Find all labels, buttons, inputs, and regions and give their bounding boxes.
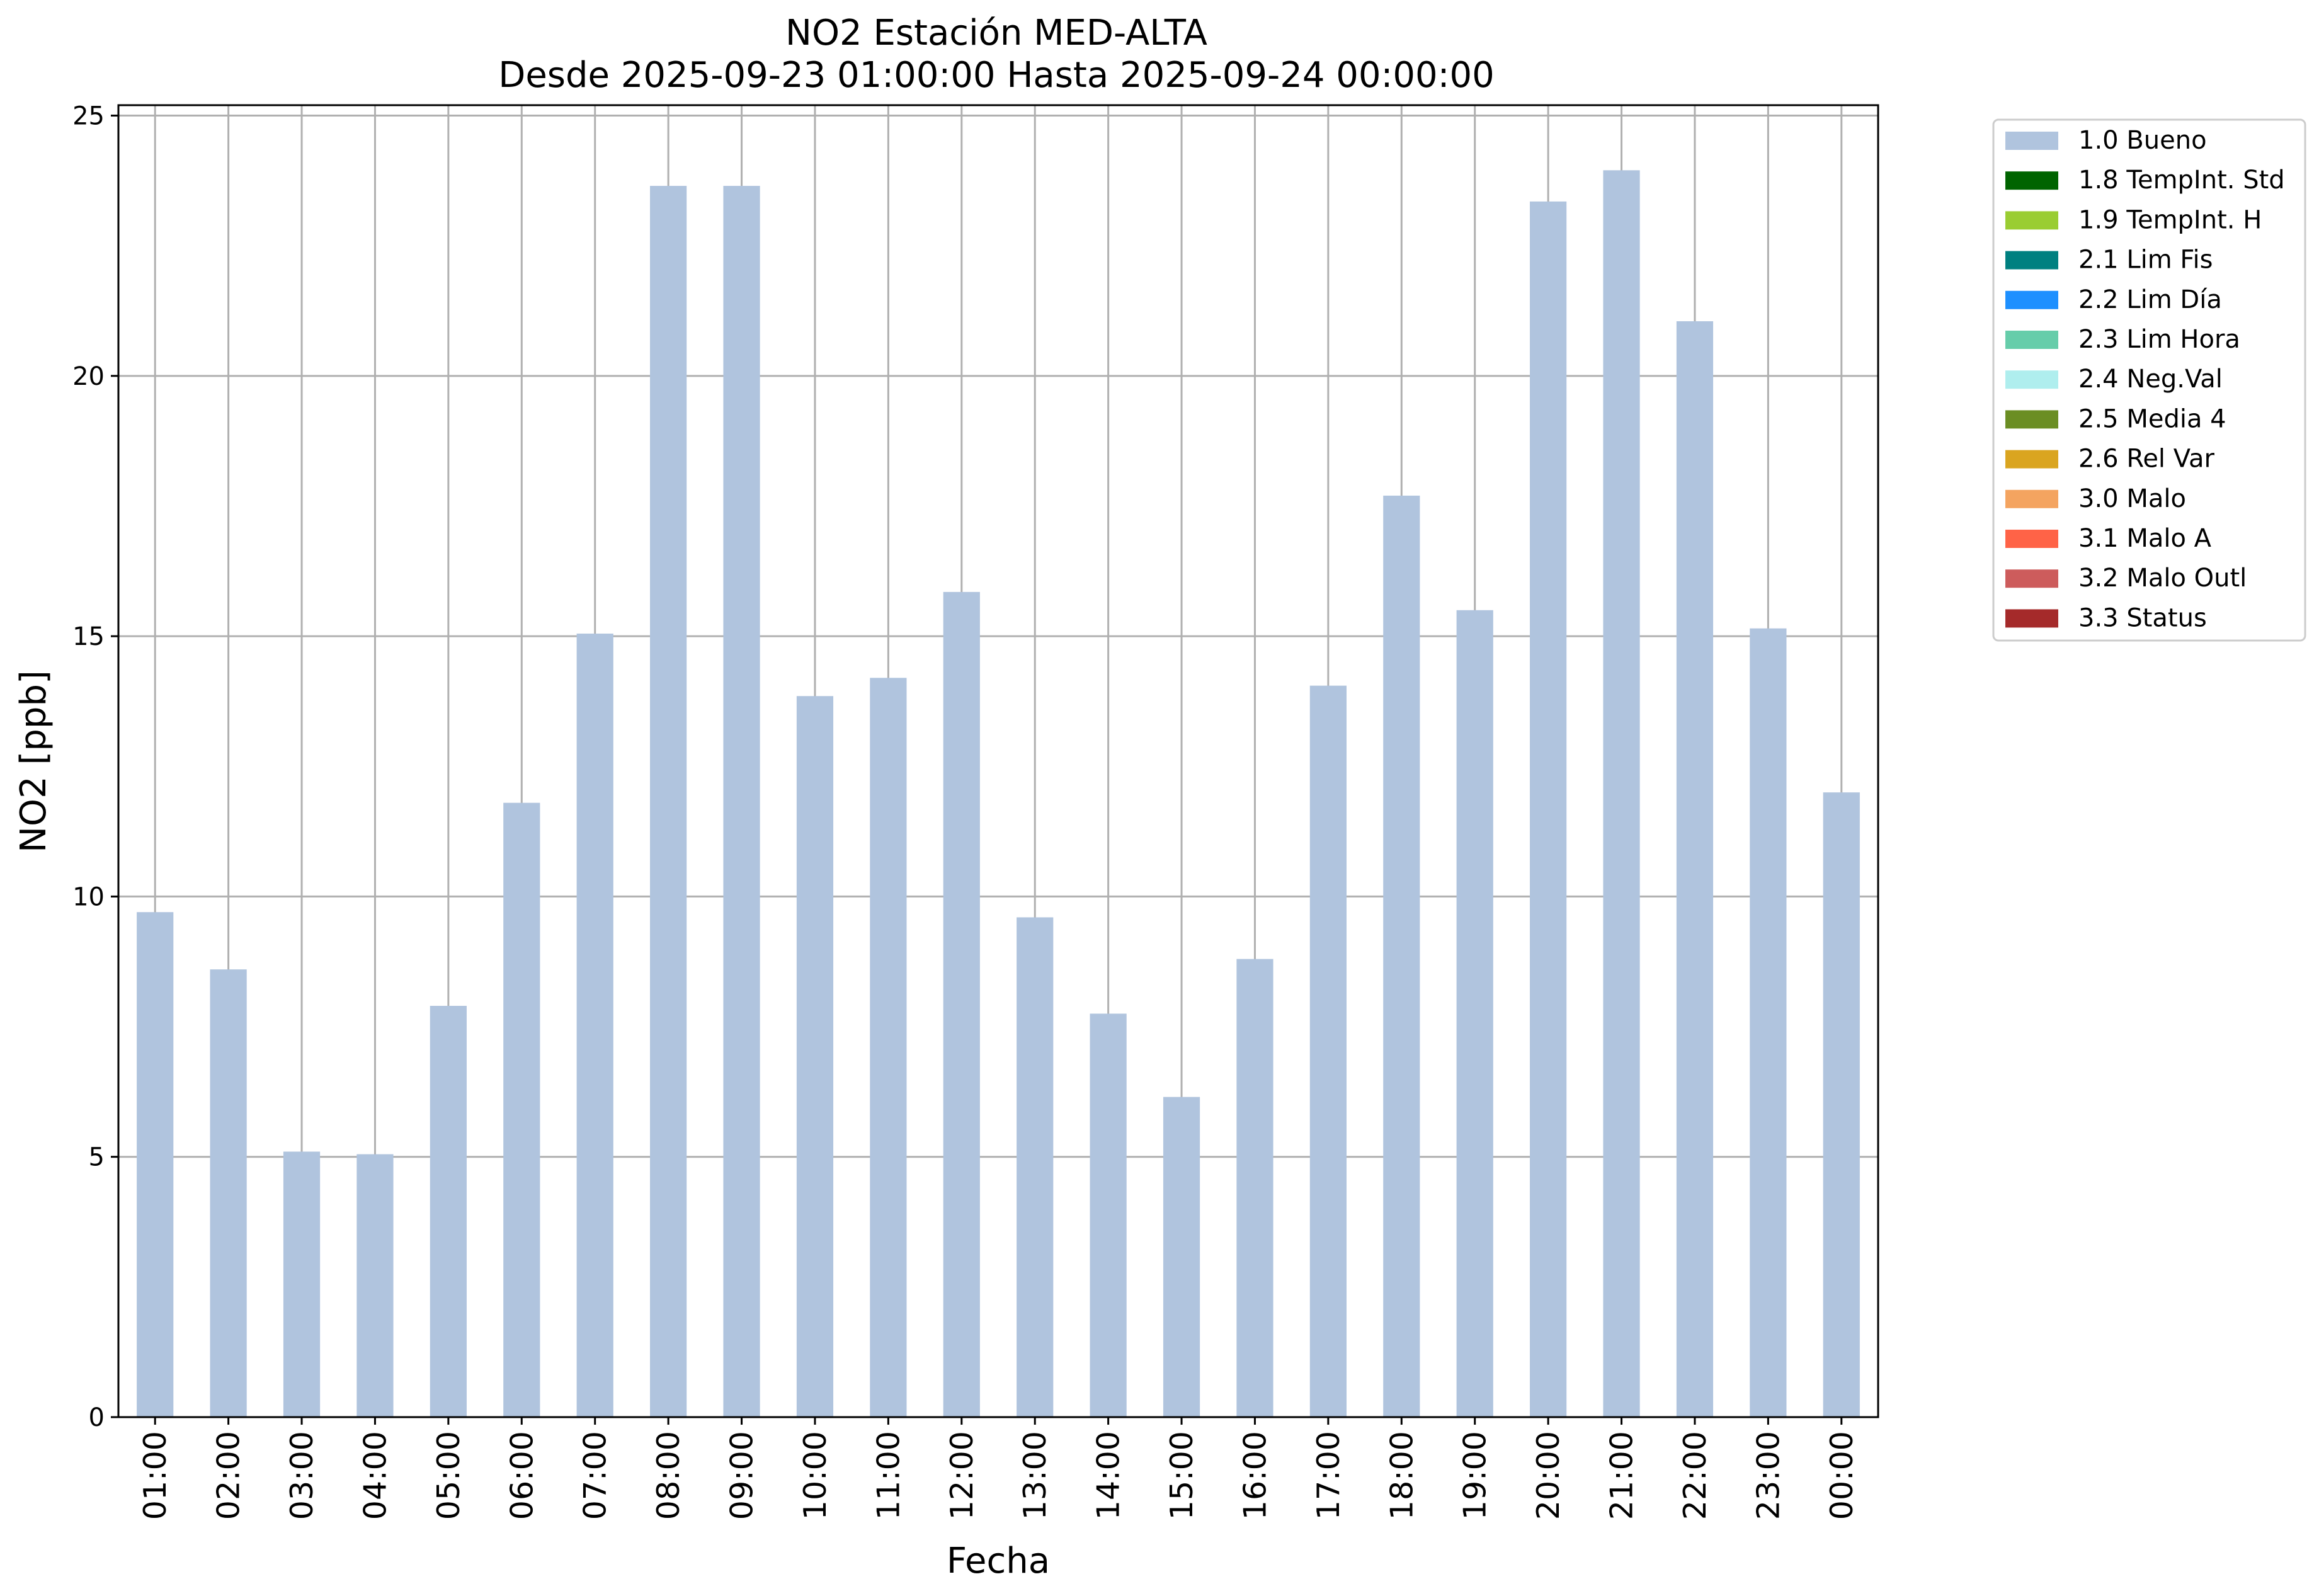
legend-label: 1.8 TempInt. Std [2078,166,2285,195]
x-tick-label: 15:00 [1164,1431,1200,1520]
x-axis-label: Fecha [947,1541,1050,1582]
bar-06:00 [503,802,540,1417]
bar-17:00 [1309,685,1347,1417]
bar-07:00 [576,633,613,1417]
bar-03:00 [283,1151,321,1417]
legend-label: 2.6 Rel Var [2078,445,2215,474]
x-tick-label: 21:00 [1604,1431,1640,1520]
bar-11:00 [870,678,907,1417]
legend-label: 3.1 Malo A [2078,524,2212,553]
x-axis-ticks: 01:00 02:00 03:00 04:00 05:00 06:00 07:00 08:00… [137,1417,1860,1520]
x-tick-label: 17:00 [1311,1431,1347,1520]
legend-swatch [2005,489,2058,508]
x-tick-label: 00:00 [1824,1431,1860,1520]
legend-label: 1.9 TempInt. H [2078,205,2262,234]
bar-04:00 [356,1154,394,1417]
y-tick-label: 15 [72,622,105,651]
y-axis-ticks: 0 5 10 15 20 25 [72,102,118,1432]
x-tick-label: 10:00 [797,1431,833,1520]
legend-label: 1.0 Bueno [2078,126,2207,155]
bar-18:00 [1383,495,1420,1418]
x-tick-label: 22:00 [1677,1431,1713,1520]
x-tick-label: 19:00 [1457,1431,1493,1520]
x-tick-label: 13:00 [1017,1431,1053,1520]
x-tick-label: 09:00 [724,1431,760,1520]
legend-swatch [2005,530,2058,548]
chart-title: NO2 Estación MED-ALTA [785,13,1207,54]
bar-09:00 [723,186,760,1417]
y-tick-label: 0 [89,1403,105,1432]
legend-swatch [2005,290,2058,309]
legend-frame [1992,118,2306,642]
legend-swatch [2005,211,2058,230]
bar-23:00 [1750,628,1787,1417]
bar-12:00 [943,591,980,1417]
bar-20:00 [1530,201,1567,1417]
legend-swatch [2005,450,2058,469]
bar-22:00 [1676,321,1714,1418]
x-tick-label: 23:00 [1750,1431,1786,1520]
x-tick-label: 18:00 [1384,1431,1420,1520]
x-tick-label: 05:00 [431,1431,467,1520]
x-tick-label: 03:00 [284,1431,320,1520]
bar-13:00 [1017,917,1054,1417]
legend-label: 2.4 Neg.Val [2078,365,2223,394]
legend-swatch [2005,370,2058,389]
bar-08:00 [650,186,687,1417]
x-tick-label: 06:00 [504,1431,540,1520]
x-tick-label: 07:00 [578,1431,613,1520]
x-tick-label: 12:00 [944,1431,980,1520]
y-tick-label: 25 [72,102,105,131]
legend-swatch [2005,171,2058,190]
bar-series [137,170,1860,1418]
legend-label: 2.3 Lim Hora [2078,325,2240,354]
chart-subtitle: Desde 2025-09-23 01:00:00 Hasta 2025-09-… [498,55,1495,96]
legend-swatch [2005,410,2058,429]
legend-swatch [2005,569,2058,588]
x-tick-label: 04:00 [357,1431,393,1520]
legend-label: 2.5 Media 4 [2078,404,2226,433]
legend-label: 2.2 Lim Día [2078,285,2222,314]
legend: 1.0 Bueno 1.8 TempInt. Std 1.9 TempInt. H 2… [1992,118,2306,642]
x-tick-label: 11:00 [870,1431,906,1520]
bar-19:00 [1456,610,1493,1417]
x-tick-label: 08:00 [651,1431,687,1520]
legend-label: 2.1 Lim Fis [2078,246,2213,275]
y-tick-label: 5 [89,1143,105,1172]
legend-label: 3.2 Malo Outl [2078,564,2247,593]
bar-02:00 [210,969,247,1417]
legend-label: 3.3 Status [2078,603,2207,632]
x-tick-label: 20:00 [1530,1431,1566,1520]
bar-01:00 [137,912,174,1417]
legend-swatch [2005,331,2058,349]
bar-15:00 [1163,1097,1200,1417]
x-tick-label: 14:00 [1091,1431,1127,1520]
legend-swatch [2005,251,2058,270]
y-tick-label: 10 [72,882,105,911]
y-tick-label: 20 [72,362,105,391]
bar-05:00 [430,1005,467,1417]
x-tick-label: 16:00 [1237,1431,1273,1520]
bar-21:00 [1603,170,1640,1417]
bar-16:00 [1236,959,1273,1417]
bar-14:00 [1090,1013,1127,1417]
x-tick-label: 02:00 [211,1431,247,1520]
bar-00:00 [1823,792,1860,1417]
plot-frame [117,104,1879,1418]
legend-swatch [2005,132,2058,150]
bar-10:00 [796,696,834,1417]
y-axis-label: NO2 [ppb] [13,670,54,853]
legend-label: 3.0 Malo [2078,484,2186,513]
legend-swatch [2005,609,2058,628]
x-tick-label: 01:00 [137,1431,173,1520]
